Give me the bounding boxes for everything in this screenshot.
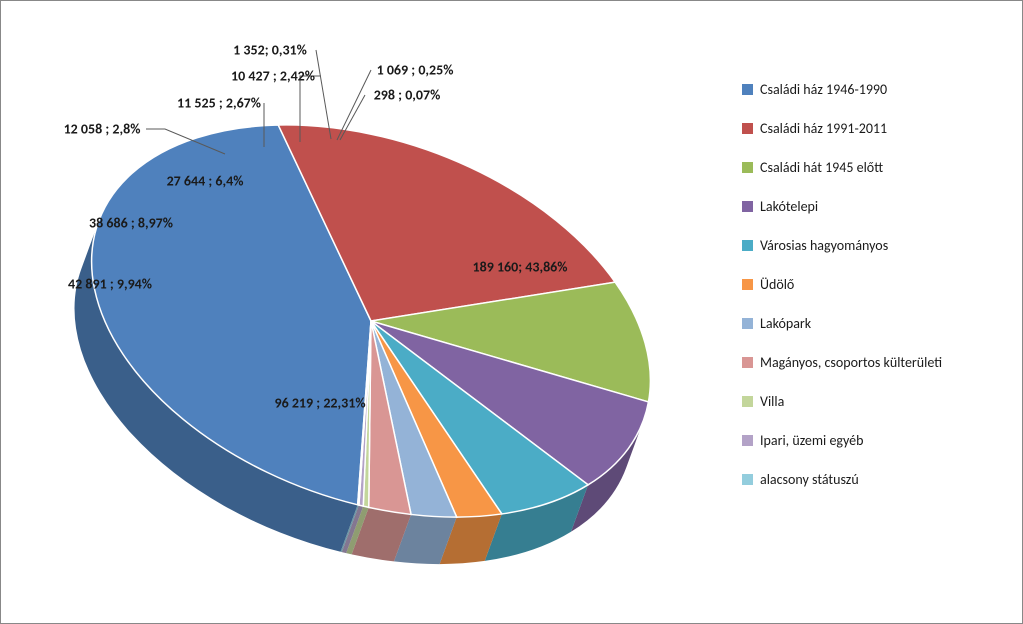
slice-percent: 0,31% [272,42,307,59]
slice-value: 38 686 [89,215,128,232]
slice-percent: 6,4% [215,173,243,190]
pie-svg [1,1,741,624]
legend-item: Üdölő [742,276,992,293]
legend-swatch [742,84,753,95]
legend-label: Ipari, üzemi egyéb [760,432,863,449]
slice-label: 189 160; 43,86% [473,259,568,276]
legend-label: Családi hát 1945 előtt [760,159,883,176]
legend-label: Családi ház 1946-1990 [760,81,887,98]
slice-label: 1 069 ; 0,25% [377,62,454,79]
leader-line [337,70,371,140]
legend-item: alacsony státuszú [742,471,992,488]
slice-value: 189 160 [473,259,519,276]
slice-value: 11 525 [177,95,216,112]
legend-label: Lakótelepi [760,198,818,215]
legend-item: Családi hát 1945 előtt [742,159,992,176]
legend-label: Magányos, csoportos külterületi [760,354,942,371]
slice-percent: 2,8% [112,121,140,138]
legend-swatch [742,396,753,407]
legend-swatch [742,318,753,329]
legend-item: Lakópark [742,315,992,332]
legend-label: Üdölő [760,276,794,293]
slice-value: 298 [374,87,395,104]
slice-label: 12 058 ; 2,8% [64,121,141,138]
legend-swatch [742,123,753,134]
slice-label: 27 644 ; 6,4% [167,173,244,190]
slice-label: 11 525 ; 2,67% [177,95,261,112]
slice-percent: 43,86% [525,259,567,276]
legend-swatch [742,240,753,251]
legend-label: Családi ház 1991-2011 [760,120,887,137]
legend: Családi ház 1946-1990 Családi ház 1991-20… [742,81,992,510]
legend-swatch [742,162,753,173]
slice-value: 42 891 [68,276,107,293]
legend-swatch [742,279,753,290]
slice-label: 298 ; 0,07% [374,87,441,104]
legend-item: Villa [742,393,992,410]
slice-value: 1 352 [233,42,265,59]
legend-swatch [742,474,753,485]
slice-value: 12 058 [64,121,103,138]
slice-percent: 8,97% [138,215,173,232]
slice-label: 96 219 ; 22,31% [274,395,365,412]
slice-value: 27 644 [167,173,206,190]
slice-label: 38 686 ; 8,97% [89,215,173,232]
slice-value: 96 219 [274,395,313,412]
slice-label: 1 352; 0,31% [233,42,307,59]
slice-percent: 22,31% [323,395,365,412]
slice-label: 42 891 ; 9,94% [68,276,152,293]
legend-label: Városias hagyományos [760,237,888,254]
slice-value: 10 427 [231,68,270,85]
legend-label: Villa [760,393,784,410]
slice-percent: 2,42% [280,68,315,85]
pie-chart-3d: 189 160; 43,86% 96 219 ; 22,31% 42 891 ; 9… [0,0,1023,624]
slice-percent: 0,25% [418,62,453,79]
legend-item: Ipari, üzemi egyéb [742,432,992,449]
legend-label: alacsony státuszú [760,471,859,488]
slice-value: 1 069 [377,62,409,79]
slice-percent: 9,94% [117,276,152,293]
legend-label: Lakópark [760,315,811,332]
legend-item: Családi ház 1946-1990 [742,81,992,98]
slice-label: 10 427 ; 2,42% [231,68,315,85]
slice-percent: 0,07% [405,87,440,104]
legend-swatch [742,357,753,368]
legend-item: Magányos, csoportos külterületi [742,354,992,371]
legend-item: Lakótelepi [742,198,992,215]
legend-item: Városias hagyományos [742,237,992,254]
legend-swatch [742,435,753,446]
legend-item: Családi ház 1991-2011 [742,120,992,137]
legend-swatch [742,201,753,212]
slice-percent: 2,67% [226,95,261,112]
